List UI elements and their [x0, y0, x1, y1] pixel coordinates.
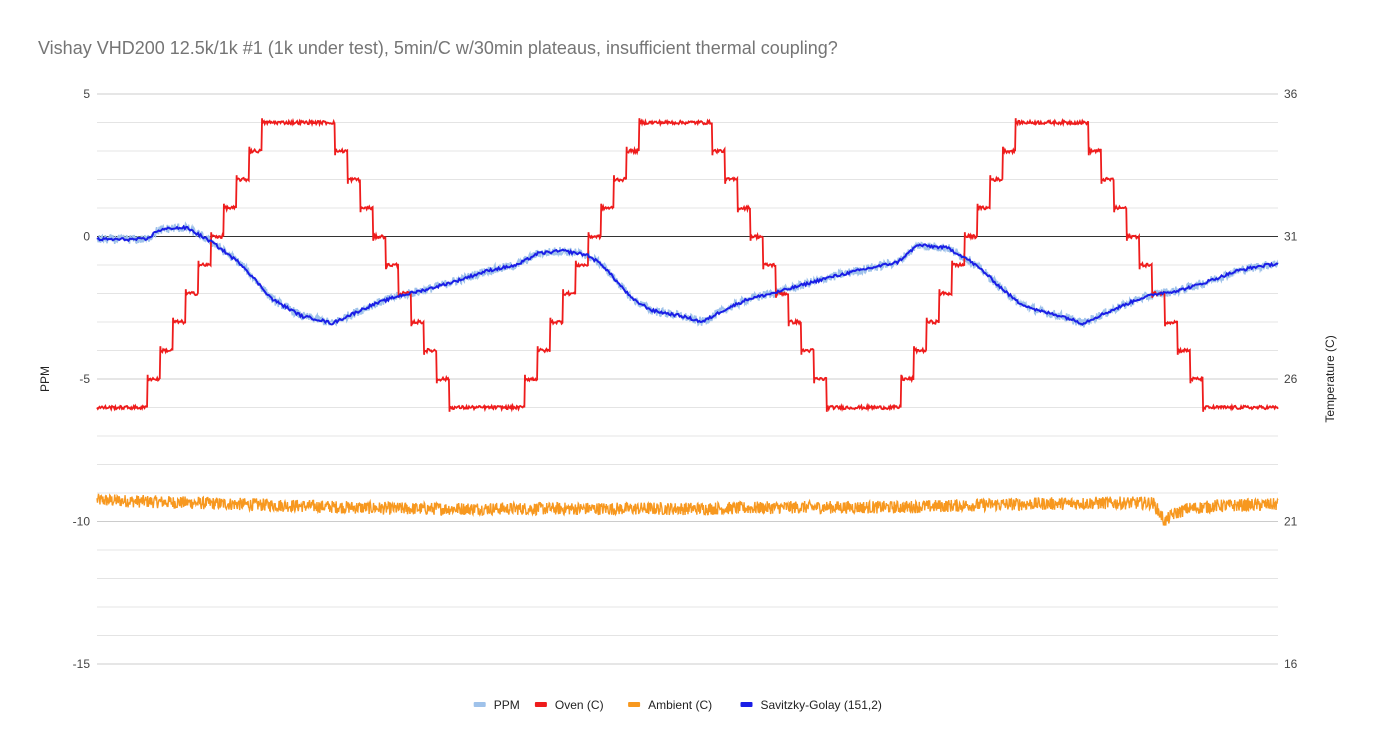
- series-ppm-line: [96, 221, 1279, 328]
- y2-tick-label: 16: [1284, 657, 1298, 671]
- series-savitzky-golay-line: [96, 224, 1279, 326]
- y-tick-label: -15: [73, 657, 91, 671]
- y-axis-title: PPM: [38, 366, 52, 392]
- series-layer: [96, 117, 1279, 526]
- y-tick-label: -5: [79, 372, 90, 386]
- legend-swatch-ambient-c: [628, 702, 641, 707]
- y2-axis-title: Temperature (C): [1323, 335, 1337, 422]
- legend-label-savitzky-golay-151-2: Savitzky-Golay (151,2): [761, 698, 882, 712]
- y2-tick-label: 21: [1284, 515, 1298, 529]
- y-tick-label: 0: [83, 230, 90, 244]
- y2-tick-label: 26: [1284, 372, 1298, 386]
- series-oven-line: [96, 117, 1279, 413]
- grid-layer: [97, 93, 1278, 665]
- y-tick-label: -10: [73, 515, 91, 529]
- chart-title: Vishay VHD200 12.5k/1k #1 (1k under test…: [38, 38, 838, 58]
- series-ambient-line: [96, 493, 1279, 526]
- y-tick-label: 5: [83, 87, 90, 101]
- legend-label-oven-c: Oven (C): [555, 698, 604, 712]
- y2-tick-label: 36: [1284, 87, 1298, 101]
- legend: PPM Oven (C) Ambient (C) Savitzky-Golay (15…: [473, 698, 882, 712]
- legend-label-ppm: PPM: [494, 698, 520, 712]
- y2-tick-label: 31: [1284, 230, 1298, 244]
- legend-label-ambient-c: Ambient (C): [648, 698, 712, 712]
- legend-swatch-savitzky-golay-151-2: [740, 702, 753, 707]
- legend-swatch-ppm: [473, 702, 486, 707]
- legend-swatch-oven-c: [534, 702, 547, 707]
- ticks-layer: 5 0 -5 -10 -15 36 31 26 21 16: [73, 87, 1298, 671]
